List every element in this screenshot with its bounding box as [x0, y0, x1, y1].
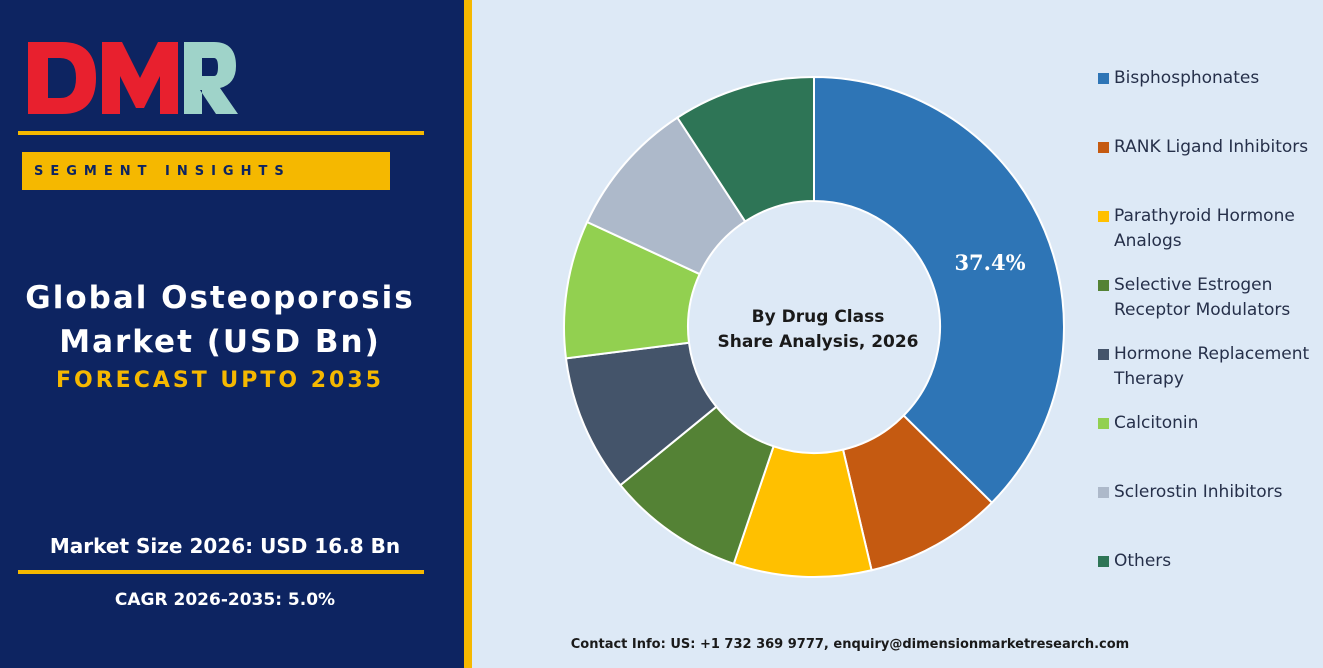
center-label-line1: By Drug Class — [752, 307, 885, 327]
donut-slice-others — [676, 75, 815, 223]
legend-label: Parathyroid Hormone Analogs — [1114, 206, 1295, 251]
gold-rule-bottom — [18, 570, 424, 574]
legend-swatch — [1098, 211, 1109, 222]
legend-swatch — [1098, 142, 1109, 153]
gold-rule-top — [18, 131, 424, 135]
legend-swatch — [1098, 487, 1109, 498]
legend-swatch — [1098, 73, 1109, 84]
title-line2: Market (USD Bn) — [59, 324, 381, 360]
legend-label: Hormone Replacement Therapy — [1114, 344, 1310, 389]
legend-swatch — [1098, 418, 1109, 429]
legend-swatch — [1098, 280, 1109, 291]
center-label-line2: Share Analysis, 2026 — [717, 332, 918, 352]
donut-slice-bisphosphonates — [813, 75, 1065, 505]
legend-label: Sclerostin Inhibitors — [1114, 482, 1283, 502]
legend-label: Selective Estrogen Receptor Modulators — [1114, 275, 1291, 320]
cagr-stat: CAGR 2026-2035: 5.0% — [114, 590, 336, 610]
dmr-logo — [28, 42, 238, 114]
gold-divider — [464, 0, 472, 668]
market-size-stat: Market Size 2026: USD 16.8 Bn — [49, 534, 401, 558]
legend-label: Bisphosphonates — [1114, 68, 1260, 88]
legend-swatch — [1098, 556, 1109, 567]
legend-label: RANK Ligand Inhibitors — [1114, 137, 1309, 157]
forecast-subtitle: FORECAST UPTO 2035 — [56, 368, 384, 393]
segment-insights-banner: SEGMENT INSIGHTS — [22, 152, 390, 190]
contact-info: Contact Info: US: +1 732 369 9777, enqui… — [570, 637, 1130, 652]
legend-label: Calcitonin — [1114, 413, 1199, 433]
legend-label: Others — [1114, 551, 1172, 571]
legend-swatch — [1098, 349, 1109, 360]
data-label-bisphosphonates: 37.4% — [954, 250, 1025, 275]
title-line1: Global Osteoporosis — [25, 280, 415, 316]
